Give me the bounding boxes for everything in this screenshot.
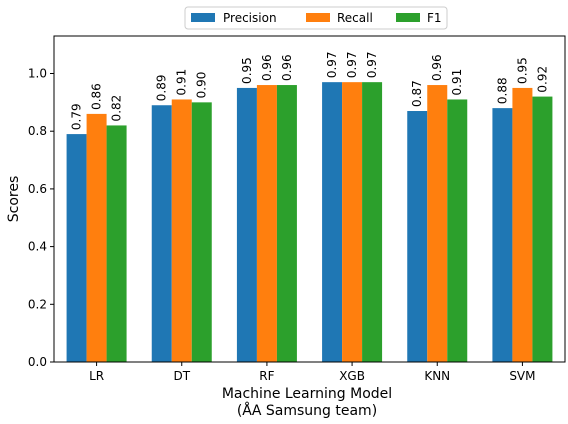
bar-precision-lr — [66, 134, 87, 362]
x-tick-label: RF — [259, 369, 274, 383]
legend-label-precision: Precision — [223, 11, 277, 25]
bar-f1-svm — [532, 96, 553, 362]
bar-value-label: 0.89 — [155, 75, 169, 102]
bar-value-label: 0.95 — [515, 57, 529, 84]
bars — [66, 82, 553, 363]
x-tick-label: XGB — [339, 369, 365, 383]
y-tick-label: 0.2 — [28, 297, 47, 311]
bar-value-label: 0.91 — [450, 69, 464, 96]
bar-value-label: 0.97 — [365, 51, 379, 78]
bar-f1-rf — [276, 85, 297, 362]
legend-label-recall: Recall — [337, 11, 373, 25]
bar-value-label: 0.96 — [430, 54, 444, 81]
bar-value-label: 0.92 — [535, 66, 549, 93]
bar-value-label: 0.90 — [195, 72, 209, 99]
x-axis-ticks: LR DT RF XGB KNN SVM — [89, 362, 536, 383]
y-tick-label: 0.6 — [28, 182, 47, 196]
y-axis-ticks: 0.0 0.2 0.4 0.6 0.8 1.0 — [28, 67, 54, 369]
bar-precision-xgb — [322, 82, 343, 362]
bar-value-label: 0.97 — [325, 51, 339, 78]
legend-swatch-f1 — [396, 13, 420, 22]
bar-value-label: 0.96 — [280, 54, 294, 81]
legend-swatch-recall — [306, 13, 330, 22]
bar-recall-rf — [256, 85, 277, 362]
bar-value-labels: 0.79 0.86 0.82 0.89 0.91 0.90 0.95 0.96 0.96 0.97… — [70, 51, 550, 130]
legend-label-f1: F1 — [427, 11, 442, 25]
bar-value-label: 0.79 — [70, 103, 84, 130]
y-axis-label: Scores — [6, 176, 22, 223]
y-tick-label: 1.0 — [28, 67, 47, 81]
x-tick-label: DT — [173, 369, 190, 383]
y-tick-label: 0.8 — [28, 124, 47, 138]
bar-recall-xgb — [342, 82, 363, 362]
bar-value-label: 0.97 — [345, 51, 359, 78]
bar-value-label: 0.87 — [410, 80, 424, 107]
bar-value-label: 0.96 — [260, 54, 274, 81]
bar-precision-dt — [151, 105, 172, 362]
bar-value-label: 0.86 — [90, 83, 104, 110]
plot-frame — [53, 35, 566, 363]
bar-f1-dt — [191, 102, 212, 363]
bar-value-label: 0.88 — [495, 77, 509, 104]
legend-swatch-precision — [191, 13, 215, 22]
y-tick-label: 0.4 — [28, 240, 47, 254]
bar-recall-knn — [427, 85, 448, 362]
y-tick-label: 0.0 — [28, 355, 47, 369]
x-tick-label: KNN — [424, 369, 450, 383]
x-tick-label: SVM — [509, 369, 535, 383]
x-axis-label: Machine Learning Model — [222, 386, 392, 402]
bar-precision-rf — [236, 87, 257, 363]
legend: Precision Recall F1 — [184, 6, 448, 30]
bar-precision-svm — [492, 108, 513, 362]
bar-recall-dt — [171, 99, 192, 362]
bar-recall-svm — [512, 87, 533, 363]
bar-value-label: 0.91 — [175, 69, 189, 96]
bar-value-label: 0.82 — [110, 95, 124, 122]
bar-f1-xgb — [362, 82, 383, 362]
bar-recall-lr — [86, 113, 107, 363]
bar-f1-knn — [447, 99, 468, 362]
bar-f1-lr — [106, 125, 127, 363]
x-tick-label: LR — [89, 369, 104, 383]
x-axis-label-subtitle: (ÅA Samsung team) — [237, 402, 377, 419]
bar-value-label: 0.95 — [240, 57, 254, 84]
bar-precision-knn — [407, 111, 428, 362]
